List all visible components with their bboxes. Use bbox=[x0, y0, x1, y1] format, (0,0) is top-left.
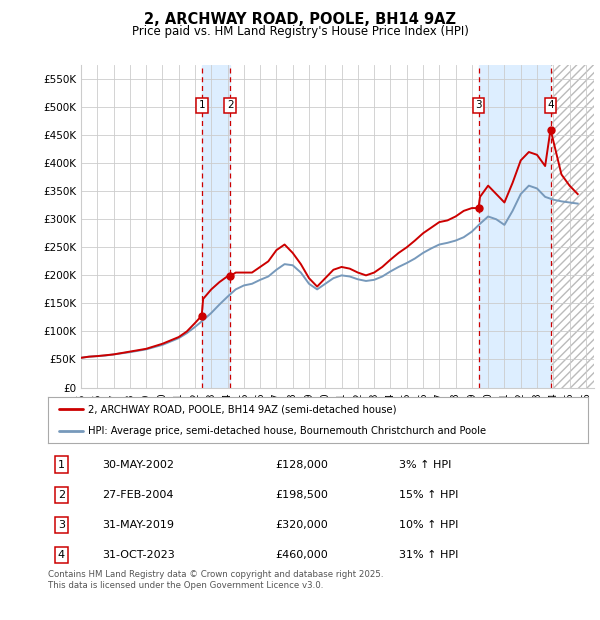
Text: 3% ↑ HPI: 3% ↑ HPI bbox=[399, 459, 451, 469]
Text: £460,000: £460,000 bbox=[275, 550, 328, 560]
Text: 1: 1 bbox=[58, 459, 65, 469]
Text: Price paid vs. HM Land Registry's House Price Index (HPI): Price paid vs. HM Land Registry's House … bbox=[131, 25, 469, 38]
Text: 1: 1 bbox=[199, 100, 205, 110]
Text: 4: 4 bbox=[547, 100, 554, 110]
Text: 27-FEB-2004: 27-FEB-2004 bbox=[102, 490, 173, 500]
Text: 31-MAY-2019: 31-MAY-2019 bbox=[102, 520, 174, 530]
Bar bbox=[479, 65, 551, 388]
Text: 3: 3 bbox=[475, 100, 482, 110]
Text: 4: 4 bbox=[58, 550, 65, 560]
Text: 10% ↑ HPI: 10% ↑ HPI bbox=[399, 520, 458, 530]
Text: 2: 2 bbox=[227, 100, 233, 110]
Text: £320,000: £320,000 bbox=[275, 520, 328, 530]
Text: HPI: Average price, semi-detached house, Bournemouth Christchurch and Poole: HPI: Average price, semi-detached house,… bbox=[89, 426, 487, 436]
Text: 2, ARCHWAY ROAD, POOLE, BH14 9AZ (semi-detached house): 2, ARCHWAY ROAD, POOLE, BH14 9AZ (semi-d… bbox=[89, 404, 397, 414]
Bar bbox=[551, 65, 594, 388]
Text: 15% ↑ HPI: 15% ↑ HPI bbox=[399, 490, 458, 500]
Text: £128,000: £128,000 bbox=[275, 459, 328, 469]
Bar bbox=[551, 65, 594, 388]
Text: 31-OCT-2023: 31-OCT-2023 bbox=[102, 550, 175, 560]
Text: 2: 2 bbox=[58, 490, 65, 500]
Text: £198,500: £198,500 bbox=[275, 490, 328, 500]
Text: 2, ARCHWAY ROAD, POOLE, BH14 9AZ: 2, ARCHWAY ROAD, POOLE, BH14 9AZ bbox=[144, 12, 456, 27]
Text: 30-MAY-2002: 30-MAY-2002 bbox=[102, 459, 174, 469]
Text: 3: 3 bbox=[58, 520, 65, 530]
Text: 31% ↑ HPI: 31% ↑ HPI bbox=[399, 550, 458, 560]
Text: Contains HM Land Registry data © Crown copyright and database right 2025.
This d: Contains HM Land Registry data © Crown c… bbox=[48, 570, 383, 590]
Bar bbox=[202, 65, 230, 388]
